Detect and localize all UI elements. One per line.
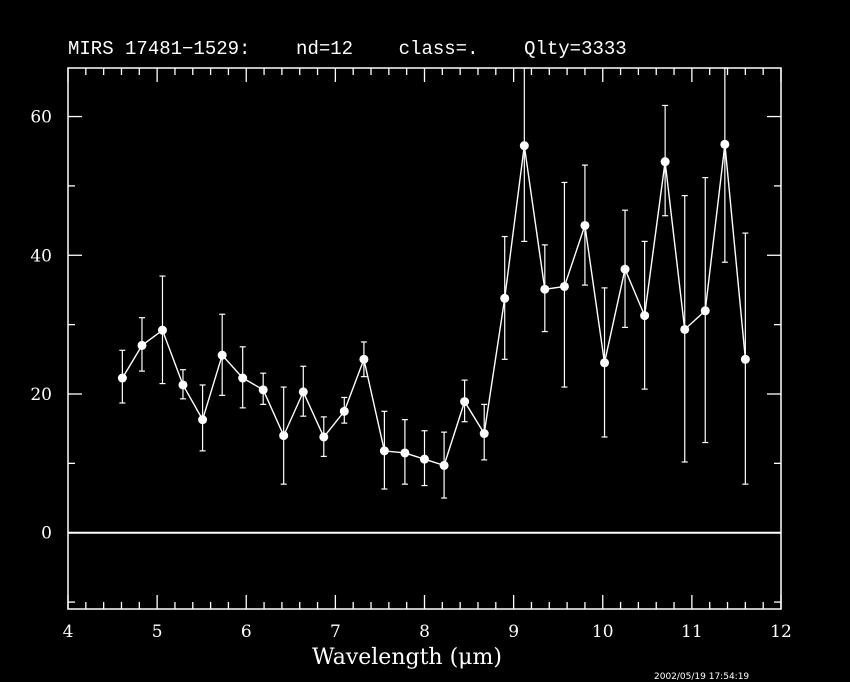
data-point	[680, 324, 690, 334]
data-point	[339, 406, 349, 416]
x-tick-label: 5	[152, 622, 163, 642]
data-point	[620, 264, 630, 274]
tick-labels: 4 5 6 7 8 9 10 11 12 0 20 40 60	[30, 108, 791, 642]
data-point	[439, 460, 449, 470]
x-tick-label: 6	[241, 622, 252, 642]
chart-title: MIRS 17481−1529: nd=12 class=. Qlty=3333	[68, 38, 627, 60]
x-tick-label: 11	[681, 622, 703, 642]
data-point	[359, 354, 369, 364]
x-tick-label: 8	[419, 622, 430, 642]
data-point	[540, 284, 550, 294]
data-point	[720, 139, 730, 149]
y-tick-label: 0	[41, 524, 52, 544]
data-point	[157, 325, 167, 335]
data-point	[479, 429, 489, 439]
data-point	[279, 431, 289, 441]
data-point	[217, 350, 227, 360]
y-tick-label: 40	[30, 246, 52, 266]
data-point	[519, 141, 529, 151]
data-point	[198, 415, 208, 425]
data-point	[559, 281, 569, 291]
data-points	[117, 139, 750, 470]
series-polyline	[121, 144, 747, 467]
plot-frame	[67, 67, 782, 610]
data-point	[319, 432, 329, 442]
axes	[67, 67, 782, 610]
y-tick-label: 20	[30, 385, 52, 405]
data-point	[740, 354, 750, 364]
data-point	[580, 220, 590, 230]
timestamp: 2002/05/19 17:54:19	[654, 672, 750, 682]
x-tick-label: 7	[330, 622, 341, 642]
y-tick-label: 60	[30, 108, 52, 128]
error-bars	[119, 67, 749, 499]
series-line	[121, 144, 747, 467]
x-tick-label: 9	[508, 622, 519, 642]
data-point	[258, 385, 268, 395]
data-point	[600, 358, 610, 368]
data-point	[178, 380, 188, 390]
data-point	[137, 340, 147, 350]
x-axis-label: Wavelength (μm)	[312, 645, 502, 670]
data-point	[640, 311, 650, 321]
data-point	[238, 373, 248, 383]
data-point	[420, 454, 429, 464]
data-point	[500, 293, 510, 303]
data-point	[660, 157, 670, 167]
data-point	[460, 397, 470, 407]
data-point	[400, 448, 410, 458]
x-tick-label: 4	[63, 622, 74, 642]
data-point	[379, 446, 389, 456]
data-point	[117, 373, 127, 383]
data-point	[298, 387, 308, 397]
data-point	[700, 306, 710, 316]
x-tick-label: 10	[592, 622, 614, 642]
x-tick-label: 12	[770, 622, 792, 642]
